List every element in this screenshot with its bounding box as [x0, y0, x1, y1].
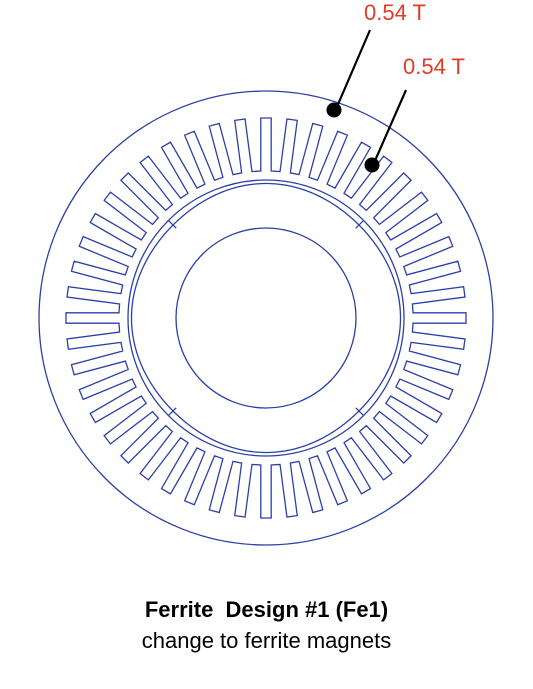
- pointer-dot-outer: [326, 102, 342, 118]
- figure-caption-title: Ferrite Design #1 (Fe1): [144, 597, 389, 622]
- rotor-pole-tick: [167, 219, 177, 229]
- stator-outer-boundary: [38, 90, 494, 546]
- figure-caption-subtitle: change to ferrite magnets: [141, 628, 392, 653]
- rotor-pole-boundaries: [167, 219, 365, 417]
- rotor-pole-tick: [167, 407, 177, 417]
- rotor-pole-tick: [355, 219, 365, 229]
- flux-density-label-back-iron: 0.54 T: [364, 0, 426, 25]
- leader-line-outer: [334, 29, 372, 110]
- shaft-bore: [175, 227, 357, 409]
- air-gap-boundary: [127, 179, 405, 457]
- pointer-dot-tooth: [364, 157, 380, 173]
- flux-density-label-tooth: 0.54 T: [403, 54, 465, 79]
- annotation-pointer-outer: [326, 29, 372, 118]
- rotor-core-outline: [130, 182, 402, 454]
- annotation-pointer-tooth: [364, 89, 408, 173]
- leader-line-tooth: [372, 89, 408, 164]
- stator-slots: [65, 117, 467, 519]
- rotor-pole-tick: [355, 407, 365, 417]
